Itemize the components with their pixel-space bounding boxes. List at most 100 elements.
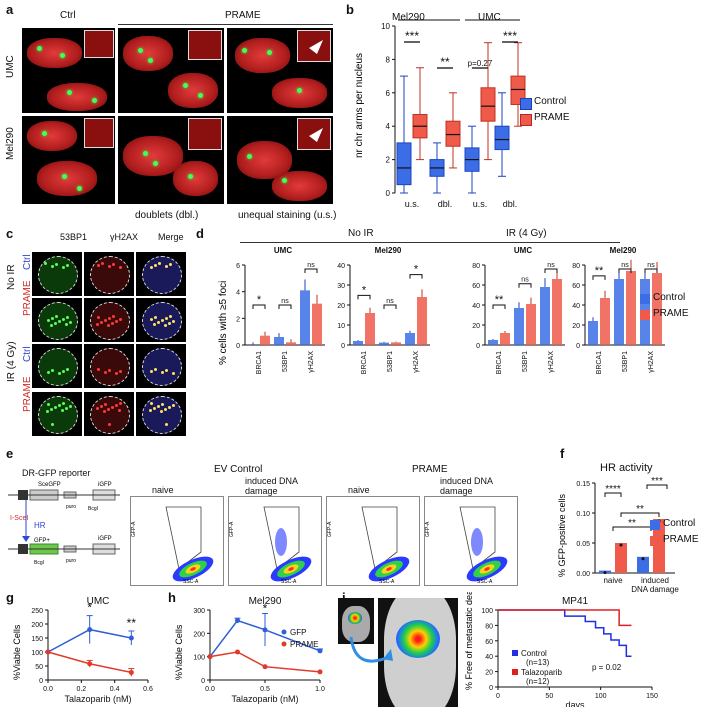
g-point	[128, 669, 134, 675]
c-nucleus-image	[32, 392, 82, 436]
d-sig-label: ns	[621, 262, 629, 269]
d-sub-title: Mel290	[610, 246, 637, 255]
d-xcat: γH2AX	[308, 351, 315, 373]
d-bar-control	[300, 290, 310, 345]
d-sig-bracket	[618, 268, 632, 273]
h-ytick-label: 300	[193, 608, 205, 615]
h-point	[262, 664, 268, 670]
i-ytick-label: 0	[489, 685, 493, 692]
i-legend-tala-n: (n=12)	[526, 677, 550, 686]
d-ytick-label: 2	[236, 316, 240, 323]
d-ytick-label: 10	[337, 323, 345, 330]
f-sig-bracket	[620, 512, 660, 517]
d-legend-control: Control	[653, 292, 686, 303]
g-title: UMC	[87, 596, 110, 607]
d-ytick-label: 80	[572, 263, 580, 270]
d-ytick-label: 40	[572, 303, 580, 310]
d-ytick-label: 0	[576, 343, 580, 350]
i-ytick-label: 20	[485, 670, 493, 677]
g-ytick-label: 50	[35, 664, 43, 671]
i-legend-tala: Talazoparib	[521, 668, 562, 677]
svg-text:puro: puro	[66, 558, 76, 564]
d-sig-bracket	[409, 274, 423, 279]
d-bar-control	[405, 333, 415, 345]
b-xcat: u.s.	[473, 199, 488, 209]
d-legend: Control PRAME	[640, 292, 720, 328]
d-legend-control-swatch	[640, 294, 650, 304]
d-ytick-label: 0	[236, 343, 240, 350]
b-box-prame	[445, 120, 461, 147]
h-legend-gfp: GFP	[290, 628, 306, 637]
i-ytick-label: 60	[485, 639, 493, 646]
d-sig-label: ns	[547, 262, 555, 269]
d-sig-label: *	[414, 264, 419, 276]
svg-text:iGFP: iGFP	[98, 482, 112, 488]
d-ylabel: % cells with ≥5 foci	[218, 281, 229, 365]
i-legend-tala-swatch	[512, 669, 518, 675]
d-sig-label: **	[495, 294, 504, 306]
d-ytick-label: 0	[476, 343, 480, 350]
panel-letter-d: d	[196, 226, 204, 241]
b-box-prame	[510, 75, 526, 105]
i-xtick-label: 150	[646, 693, 658, 700]
d-sig-bracket	[518, 283, 532, 288]
f-ytick-label: 0.15	[576, 481, 590, 488]
d-bar-prame	[260, 335, 270, 345]
f-sig-bracket	[646, 484, 668, 489]
d-bar-control	[514, 308, 524, 345]
b-sig-label: ***	[503, 29, 517, 43]
d-xcat: 53BP1	[282, 351, 289, 372]
d-xcat: γH2AX	[648, 351, 655, 373]
a-row-umc: UMC	[5, 55, 16, 78]
c-nucleus-image	[136, 392, 186, 436]
g-ytick-label: 100	[31, 650, 43, 657]
svg-text:GFP-A: GFP-A	[327, 521, 333, 537]
d-bar-prame	[526, 304, 536, 345]
panel-letter-a: a	[6, 2, 14, 17]
i-ytick-label: 100	[481, 608, 493, 615]
c-row-ir: IR (4 Gy)	[6, 341, 17, 382]
d-bar-prame	[312, 303, 322, 345]
f-xcat-naive: naive	[603, 576, 623, 585]
svg-text:SSC-A: SSC-A	[281, 579, 297, 585]
c-col-53bp1: 53BP1	[60, 232, 88, 242]
i-ylabel: % Free of metastatic death	[464, 592, 474, 690]
svg-text:I-SceI: I-SceI	[10, 515, 28, 522]
h-legend-prame-marker	[281, 641, 287, 647]
b-ytick-label: 6	[386, 89, 391, 98]
c-nucleus-image	[84, 252, 134, 296]
svg-text:iGFP: iGFP	[98, 536, 112, 542]
d-xcat: γH2AX	[413, 351, 420, 373]
d-bar-control	[353, 341, 363, 345]
i-legend-control-swatch	[512, 650, 518, 656]
f-xcat-induced: induced	[641, 576, 669, 585]
h-ytick-label: 200	[193, 631, 205, 638]
a-micro-mel-prame-us	[227, 116, 333, 204]
h-sig-label: *	[263, 601, 268, 615]
b-box-control	[396, 142, 412, 186]
d-bar-control	[379, 342, 389, 345]
g-point	[45, 649, 51, 655]
svg-text:SSC-A: SSC-A	[379, 579, 395, 585]
f-ytick-label: 0.10	[576, 511, 590, 518]
d-xcat: γH2AX	[548, 351, 555, 373]
d-noir: No IR	[348, 228, 374, 239]
h-point	[235, 618, 240, 623]
e-reporter: DR-GFP reporter	[22, 468, 91, 478]
h-ytick-label: 0	[201, 678, 205, 685]
e-ev-title: EV Control	[214, 464, 263, 475]
f-point	[603, 571, 607, 575]
d-xcat: 53BP1	[387, 351, 394, 372]
a-micro-umc-prame-us	[227, 28, 333, 113]
b-box-prame	[480, 87, 496, 122]
g-xlabel: Talazoparib (nM)	[64, 694, 131, 704]
d-sub-title: Mel290	[375, 246, 402, 255]
d-bar-prame	[417, 297, 427, 345]
svg-text:BcgI: BcgI	[88, 506, 98, 512]
d-ytick-label: 60	[472, 283, 480, 290]
svg-text:SSC-A: SSC-A	[477, 579, 493, 585]
g-xtick-label: 0.6	[143, 686, 153, 693]
g-ylabel: %Viable Cells	[12, 624, 22, 680]
d-bar-control	[614, 279, 624, 345]
c-nucleus-image	[32, 344, 82, 388]
